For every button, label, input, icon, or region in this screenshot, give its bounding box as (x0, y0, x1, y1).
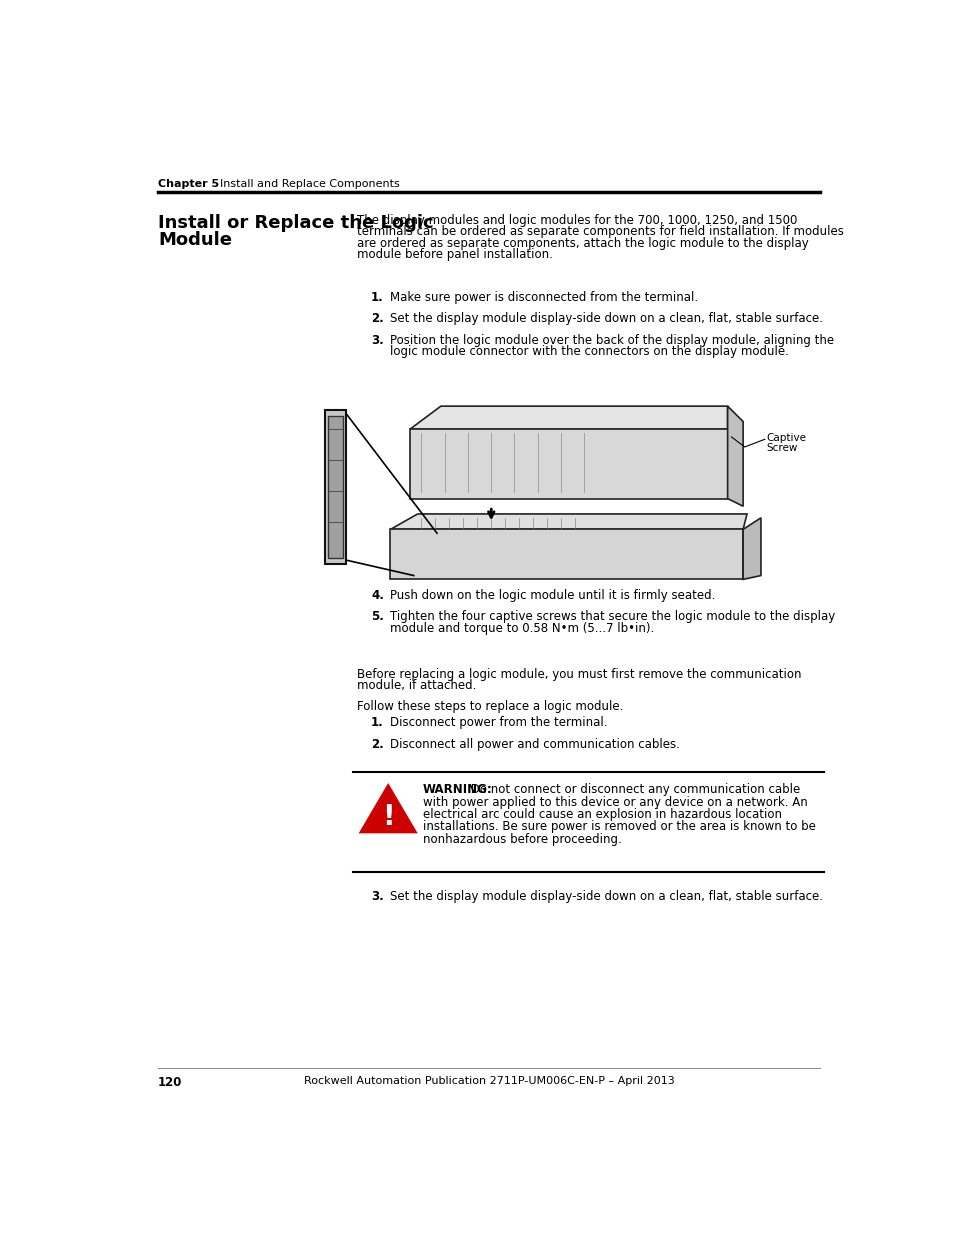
Polygon shape (727, 406, 742, 506)
Polygon shape (360, 785, 415, 832)
Text: Captive: Captive (765, 433, 805, 443)
Text: Push down on the logic module until it is firmly seated.: Push down on the logic module until it i… (390, 589, 715, 601)
Text: Install or Replace the Logic: Install or Replace the Logic (158, 214, 434, 232)
Text: Disconnect all power and communication cables.: Disconnect all power and communication c… (390, 739, 679, 751)
Bar (328, 416, 343, 558)
Text: Do not connect or disconnect any communication cable: Do not connect or disconnect any communi… (467, 783, 800, 797)
Text: Before replacing a logic module, you must first remove the communication: Before replacing a logic module, you mus… (356, 668, 801, 680)
Text: WARNING:: WARNING: (422, 783, 493, 797)
Text: Set the display module display-side down on a clean, flat, stable surface.: Set the display module display-side down… (390, 312, 821, 325)
Text: Screw: Screw (765, 443, 797, 453)
Text: are ordered as separate components, attach the logic module to the display: are ordered as separate components, atta… (356, 237, 808, 249)
Text: 4.: 4. (371, 589, 384, 601)
Text: 3.: 3. (371, 333, 383, 347)
Text: 5.: 5. (371, 610, 384, 624)
Text: The display modules and logic modules for the 700, 1000, 1250, and 1500: The display modules and logic modules fo… (356, 214, 797, 227)
Text: 120: 120 (158, 1076, 182, 1089)
Polygon shape (410, 430, 727, 499)
Text: 1.: 1. (371, 716, 383, 730)
Polygon shape (369, 793, 407, 829)
Text: 2.: 2. (371, 312, 383, 325)
Text: Tighten the four captive screws that secure the logic module to the display: Tighten the four captive screws that sec… (390, 610, 834, 624)
Text: 1.: 1. (371, 290, 383, 304)
Text: with power applied to this device or any device on a network. An: with power applied to this device or any… (422, 795, 807, 809)
Polygon shape (390, 514, 746, 530)
Text: Disconnect power from the terminal.: Disconnect power from the terminal. (390, 716, 607, 730)
Text: Make sure power is disconnected from the terminal.: Make sure power is disconnected from the… (390, 290, 697, 304)
Polygon shape (410, 406, 727, 430)
Text: Set the display module display-side down on a clean, flat, stable surface.: Set the display module display-side down… (390, 889, 821, 903)
Text: Chapter 5: Chapter 5 (158, 179, 219, 189)
Text: module, if attached.: module, if attached. (356, 679, 476, 693)
Text: logic module connector with the connectors on the display module.: logic module connector with the connecto… (390, 346, 788, 358)
Polygon shape (390, 530, 742, 579)
Text: installations. Be sure power is removed or the area is known to be: installations. Be sure power is removed … (422, 820, 815, 834)
Text: Follow these steps to replace a logic module.: Follow these steps to replace a logic mo… (356, 700, 623, 714)
Polygon shape (742, 517, 760, 579)
Text: electrical arc could cause an explosion in hazardous location: electrical arc could cause an explosion … (422, 808, 781, 821)
Text: terminals can be ordered as separate components for field installation. If modul: terminals can be ordered as separate com… (356, 225, 843, 238)
Text: Position the logic module over the back of the display module, aligning the: Position the logic module over the back … (390, 333, 833, 347)
Text: 3.: 3. (371, 889, 383, 903)
Text: Rockwell Automation Publication 2711P-UM006C-EN-P – April 2013: Rockwell Automation Publication 2711P-UM… (303, 1076, 674, 1086)
Text: 2.: 2. (371, 739, 383, 751)
Text: module before panel installation.: module before panel installation. (356, 248, 553, 262)
Text: !: ! (381, 803, 395, 831)
Text: nonhazardous before proceeding.: nonhazardous before proceeding. (422, 832, 621, 846)
Bar (324, 410, 346, 564)
Text: Module: Module (158, 231, 232, 248)
Text: Install and Replace Components: Install and Replace Components (206, 179, 399, 189)
Text: module and torque to 0.58 N•m (5...7 lb•in).: module and torque to 0.58 N•m (5...7 lb•… (390, 621, 654, 635)
